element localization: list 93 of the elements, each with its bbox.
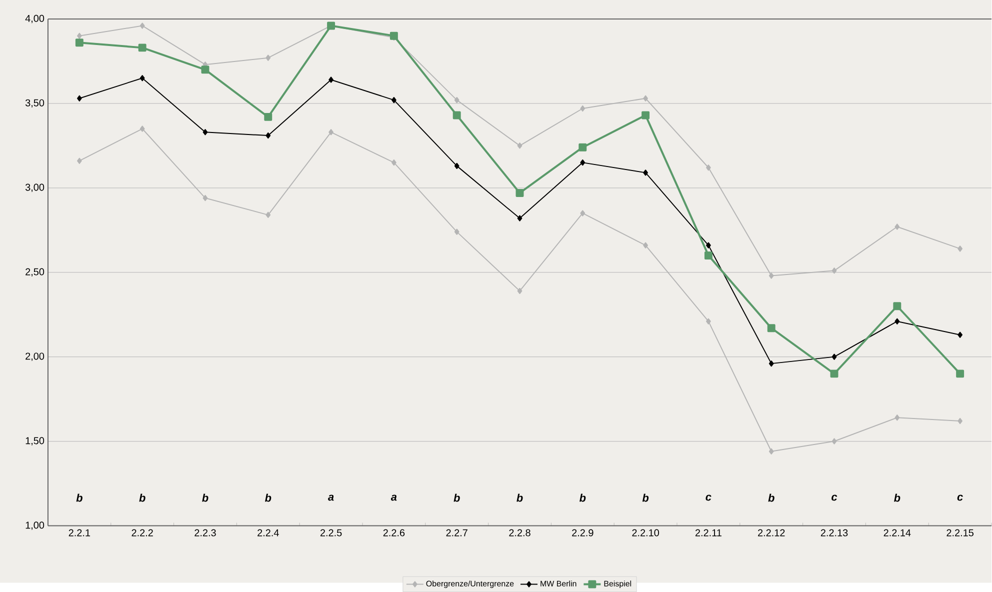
point — [832, 268, 837, 274]
annotation: b — [202, 494, 208, 502]
point — [516, 188, 524, 197]
x-tick-label: 2.2.2 — [132, 529, 153, 536]
x-tick-label: 2.2.15 — [946, 529, 974, 536]
annotation: c — [832, 494, 838, 501]
point — [452, 111, 461, 120]
point — [454, 96, 460, 104]
point — [643, 95, 648, 102]
point — [893, 302, 902, 310]
point — [140, 22, 145, 29]
annotation: b — [139, 494, 146, 502]
point — [832, 438, 837, 444]
x-tick-label: 2.2.4 — [258, 529, 279, 536]
y-tick-label: 2,00 — [26, 352, 44, 361]
x-tick-label: 2.2.11 — [695, 529, 722, 536]
point — [894, 224, 900, 230]
x-tick-label: 2.2.5 — [320, 529, 342, 536]
x-tick-label: 2.2.13 — [820, 529, 848, 536]
point — [264, 112, 272, 121]
point — [958, 418, 963, 424]
y-tick-label: 4,00 — [25, 14, 44, 24]
point — [517, 288, 522, 294]
point — [956, 370, 964, 378]
point — [643, 242, 648, 248]
x-tick-label: 2.2.8 — [509, 529, 530, 536]
point — [706, 164, 711, 171]
point — [202, 194, 208, 202]
point — [454, 228, 460, 235]
annotation: c — [957, 494, 963, 501]
point — [832, 354, 837, 360]
y-tick-label: 2,50 — [26, 268, 44, 276]
point — [517, 215, 522, 222]
point — [517, 142, 522, 149]
annotation: a — [328, 494, 334, 501]
point — [138, 44, 146, 52]
annotation: b — [264, 494, 272, 502]
point — [454, 162, 460, 170]
x-tick-label: 2.2.3 — [194, 529, 216, 536]
point — [76, 32, 82, 39]
point — [580, 105, 586, 112]
point — [643, 170, 648, 176]
annotation: b — [516, 494, 523, 502]
y-tick-label: 3,00 — [25, 184, 44, 192]
point — [76, 158, 82, 164]
point — [958, 332, 963, 338]
y-tick-label: 1,00 — [26, 522, 44, 530]
annotation: b — [579, 494, 586, 502]
point — [642, 111, 650, 120]
point — [580, 159, 586, 166]
point — [76, 95, 82, 102]
point — [140, 74, 145, 82]
x-tick-label: 2.2.1 — [68, 529, 90, 536]
point — [266, 212, 271, 218]
x-tick-label: 2.2.6 — [383, 529, 405, 536]
annotation: b — [454, 494, 460, 502]
annotation: c — [706, 494, 712, 501]
x-tick-label: 2.2.7 — [446, 529, 468, 536]
point — [140, 126, 145, 132]
point — [768, 272, 774, 279]
point — [392, 159, 396, 166]
point — [704, 251, 712, 260]
point — [75, 38, 84, 47]
x-tick-label: 2.2.14 — [884, 529, 911, 536]
x-tick-label: 2.2.9 — [572, 529, 594, 536]
point — [201, 66, 210, 74]
y-tick-label: 3,50 — [25, 99, 44, 108]
point — [894, 318, 900, 324]
annotation: b — [642, 494, 649, 502]
point — [706, 318, 711, 324]
point — [202, 129, 208, 136]
point — [390, 32, 398, 40]
point — [328, 76, 334, 83]
x-tick-label: 2.2.12 — [758, 529, 785, 536]
point — [266, 54, 271, 61]
point — [830, 370, 838, 378]
annotation: b — [894, 494, 900, 502]
y-tick-label: 1,50 — [26, 437, 44, 446]
point — [580, 210, 586, 216]
point — [768, 360, 774, 367]
annotation: b — [768, 494, 774, 502]
point — [392, 96, 396, 104]
annotation: a — [390, 494, 397, 501]
annotation: b — [76, 494, 82, 502]
point — [894, 414, 900, 421]
point — [768, 448, 774, 454]
point — [958, 246, 963, 252]
point — [266, 132, 271, 139]
point — [328, 129, 334, 136]
point — [767, 324, 776, 332]
point — [706, 242, 711, 248]
x-tick-label: 2.2.10 — [632, 529, 660, 536]
point — [578, 143, 587, 152]
